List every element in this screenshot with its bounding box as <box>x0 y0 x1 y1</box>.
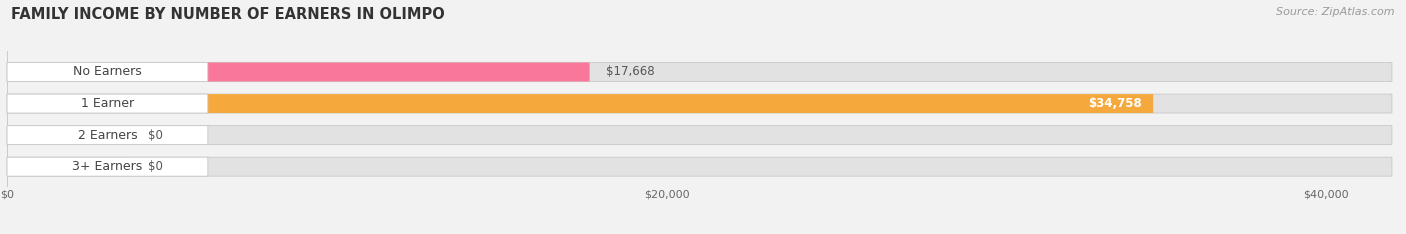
FancyBboxPatch shape <box>7 126 208 145</box>
Text: $0: $0 <box>148 160 163 173</box>
Text: No Earners: No Earners <box>73 66 142 78</box>
FancyBboxPatch shape <box>7 126 1392 145</box>
Text: $0: $0 <box>148 129 163 142</box>
Text: 2 Earners: 2 Earners <box>77 129 138 142</box>
FancyBboxPatch shape <box>7 94 1392 113</box>
FancyBboxPatch shape <box>7 126 132 145</box>
Text: $17,668: $17,668 <box>606 66 655 78</box>
FancyBboxPatch shape <box>7 62 1392 81</box>
Text: Source: ZipAtlas.com: Source: ZipAtlas.com <box>1277 7 1395 17</box>
FancyBboxPatch shape <box>7 62 208 81</box>
Text: 1 Earner: 1 Earner <box>82 97 134 110</box>
FancyBboxPatch shape <box>7 157 208 176</box>
FancyBboxPatch shape <box>7 157 1392 176</box>
FancyBboxPatch shape <box>7 157 132 176</box>
Text: $34,758: $34,758 <box>1088 97 1142 110</box>
FancyBboxPatch shape <box>7 62 589 81</box>
Text: 3+ Earners: 3+ Earners <box>72 160 142 173</box>
FancyBboxPatch shape <box>7 94 1153 113</box>
FancyBboxPatch shape <box>7 94 208 113</box>
Text: FAMILY INCOME BY NUMBER OF EARNERS IN OLIMPO: FAMILY INCOME BY NUMBER OF EARNERS IN OL… <box>11 7 444 22</box>
